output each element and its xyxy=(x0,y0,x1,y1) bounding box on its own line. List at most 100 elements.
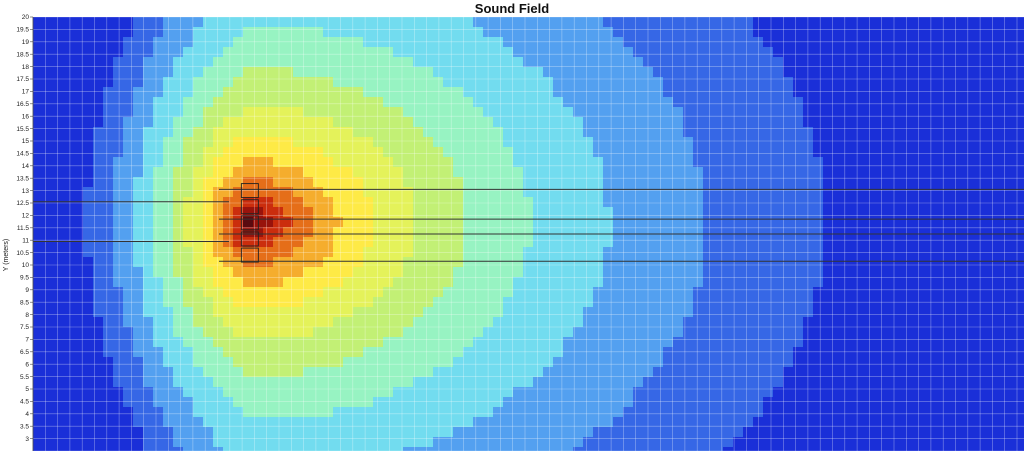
heatmap-cell xyxy=(93,447,104,451)
heatmap-cell xyxy=(333,247,344,258)
heatmap-cell xyxy=(73,227,84,238)
heatmap-cell xyxy=(153,17,164,28)
heatmap-cell xyxy=(623,157,634,168)
heatmap-cell xyxy=(343,377,354,388)
heatmap-cell xyxy=(53,397,64,408)
heatmap-cell xyxy=(173,237,184,248)
heatmap-cell xyxy=(43,257,54,268)
heatmap-cell xyxy=(823,77,834,88)
heatmap-cell xyxy=(733,387,744,398)
heatmap-cell xyxy=(633,337,644,348)
heatmap-cell xyxy=(843,407,854,418)
heatmap-cell xyxy=(73,177,84,188)
heatmap-cell xyxy=(63,247,74,258)
heatmap-cell xyxy=(313,177,324,188)
heatmap-cell xyxy=(413,167,424,178)
heatmap-cell xyxy=(193,87,204,98)
heatmap-cell xyxy=(813,267,824,278)
heatmap-cell xyxy=(483,257,494,268)
heatmap-cell xyxy=(353,377,364,388)
heatmap-cell xyxy=(703,347,714,358)
heatmap-cell xyxy=(273,437,284,448)
heatmap-cell xyxy=(1013,427,1024,438)
heatmap-cell xyxy=(513,97,524,108)
heatmap-cell xyxy=(593,167,604,178)
heatmap-cell xyxy=(913,27,924,38)
heatmap-cell xyxy=(353,47,364,58)
heatmap-cell xyxy=(343,247,354,258)
heatmap-cell xyxy=(823,137,834,148)
heatmap-cell xyxy=(73,17,84,28)
heatmap-cell xyxy=(43,247,54,258)
heatmap-cell xyxy=(443,387,454,398)
heatmap-cell xyxy=(473,447,484,451)
heatmap-cell xyxy=(773,447,784,451)
heatmap-cell xyxy=(733,147,744,158)
heatmap-cell xyxy=(963,387,974,398)
heatmap-cell xyxy=(593,407,604,418)
heatmap-cell xyxy=(313,387,324,398)
heatmap-cell xyxy=(113,167,124,178)
heatmap-cell xyxy=(163,397,174,408)
heatmap-cell xyxy=(243,237,254,248)
heatmap-cell xyxy=(753,117,764,128)
heatmap-cell xyxy=(893,307,904,318)
heatmap-cell xyxy=(73,217,84,228)
heatmap-cell xyxy=(963,397,974,408)
heatmap-cell xyxy=(483,67,494,78)
heatmap-cell xyxy=(873,307,884,318)
heatmap-cell xyxy=(363,267,374,278)
heatmap-cell xyxy=(793,257,804,268)
heatmap-cell xyxy=(123,67,134,78)
heatmap-cell xyxy=(903,327,914,338)
heatmap-cell xyxy=(723,157,734,168)
heatmap-cell xyxy=(903,357,914,368)
heatmap-cell xyxy=(293,327,304,338)
heatmap-cell xyxy=(813,137,824,148)
heatmap-cell xyxy=(113,177,124,188)
heatmap-cell xyxy=(253,47,264,58)
heatmap-cell xyxy=(93,97,104,108)
y-tick-label: 17 xyxy=(22,89,30,96)
heatmap-cell xyxy=(363,247,374,258)
heatmap-cell xyxy=(53,317,64,328)
heatmap-cell xyxy=(823,257,834,268)
heatmap-cell xyxy=(143,237,154,248)
heatmap-cell xyxy=(683,227,694,238)
heatmap-cell xyxy=(103,137,114,148)
heatmap-cell xyxy=(463,67,474,78)
heatmap-cell xyxy=(43,67,54,78)
heatmap-cell xyxy=(993,227,1004,238)
heatmap-cell xyxy=(63,437,74,448)
heatmap-cell xyxy=(353,157,364,168)
heatmap-cell xyxy=(633,207,644,218)
heatmap-cell xyxy=(743,217,754,228)
heatmap-cell xyxy=(263,417,274,428)
heatmap-cell xyxy=(693,207,704,218)
heatmap-cell xyxy=(903,67,914,78)
heatmap-cell xyxy=(453,107,464,118)
heatmap-cell xyxy=(1013,227,1024,238)
heatmap-cell xyxy=(893,267,904,278)
heatmap-cell xyxy=(373,197,384,208)
heatmap-cell xyxy=(383,197,394,208)
heatmap-cell xyxy=(943,417,954,428)
heatmap-cell xyxy=(203,227,214,238)
heatmap-cell xyxy=(463,227,474,238)
heatmap-cell xyxy=(233,187,244,198)
heatmap-cell xyxy=(713,37,724,48)
heatmap-cell xyxy=(463,377,474,388)
heatmap-cell xyxy=(643,367,654,378)
heatmap-cell xyxy=(853,287,864,298)
heatmap-cell xyxy=(693,247,704,258)
heatmap-cell xyxy=(963,77,974,88)
heatmap-cell xyxy=(803,317,814,328)
heatmap-cell xyxy=(563,57,574,68)
heatmap-cell xyxy=(743,307,754,318)
heatmap-cell xyxy=(213,207,224,218)
heatmap-cell xyxy=(483,167,494,178)
heatmap-cell xyxy=(783,27,794,38)
heatmap-cell xyxy=(633,67,644,78)
heatmap-cell xyxy=(63,147,74,158)
heatmap-cell xyxy=(193,297,204,308)
